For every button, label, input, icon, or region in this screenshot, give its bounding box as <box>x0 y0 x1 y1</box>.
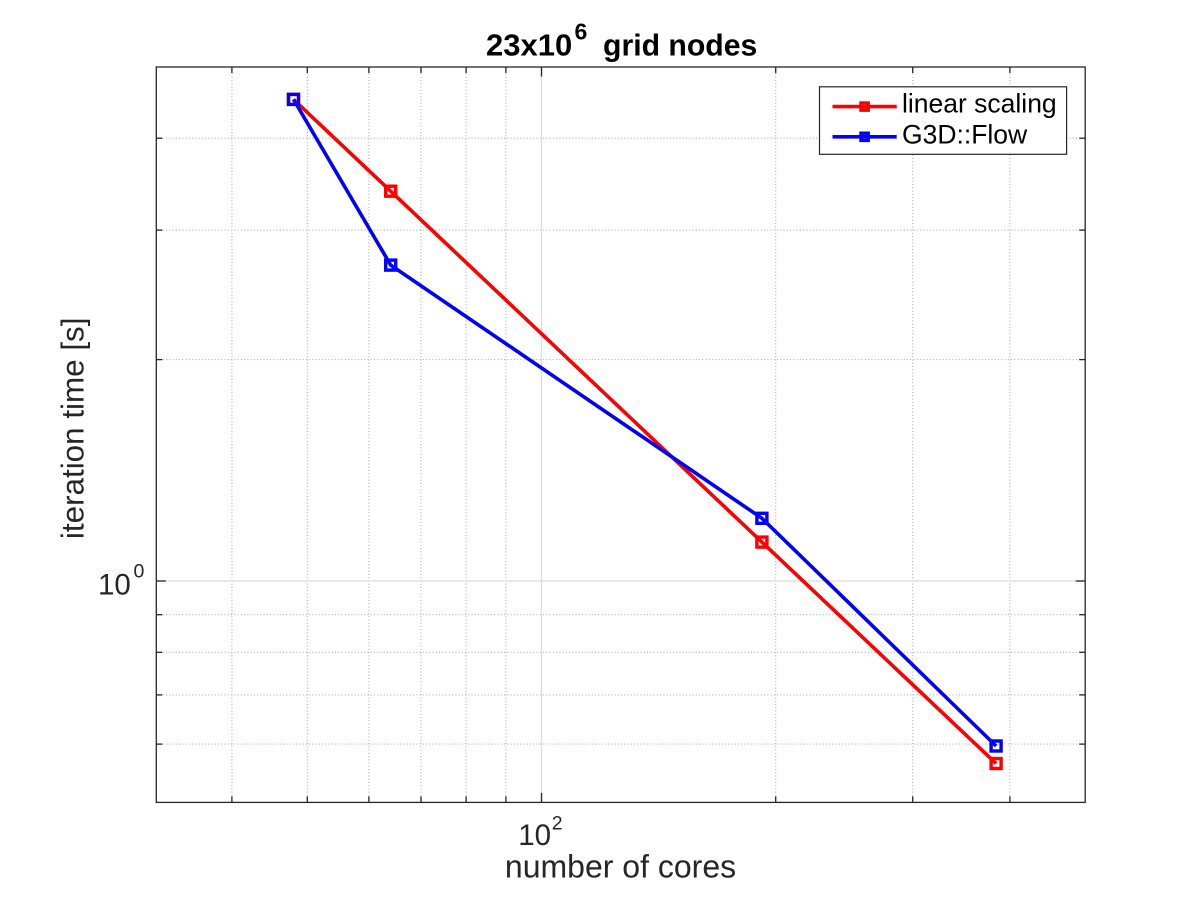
svg-text:6: 6 <box>575 19 588 45</box>
svg-text:G3D::Flow: G3D::Flow <box>902 120 1028 150</box>
svg-text:linear scaling: linear scaling <box>902 89 1057 119</box>
svg-text:number of cores: number of cores <box>505 849 736 885</box>
svg-text:0: 0 <box>134 561 145 583</box>
svg-text:23x10: 23x10 <box>486 27 572 62</box>
svg-text:2: 2 <box>552 813 563 835</box>
svg-text:grid nodes: grid nodes <box>603 29 757 62</box>
svg-text:10: 10 <box>518 819 551 852</box>
svg-text:10: 10 <box>98 569 131 602</box>
svg-text:iteration time [s]: iteration time [s] <box>55 318 90 540</box>
